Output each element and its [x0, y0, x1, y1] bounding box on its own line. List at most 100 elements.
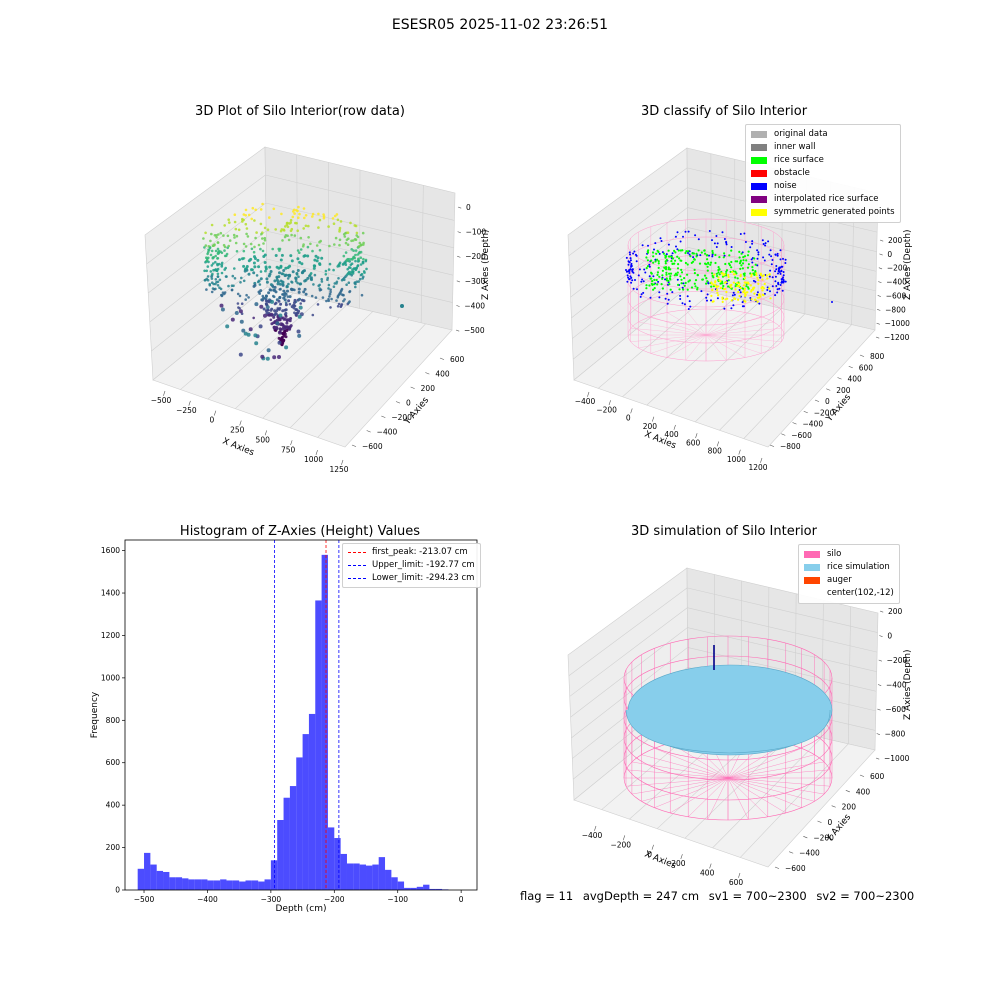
data-point	[237, 228, 241, 232]
histogram-bar	[283, 797, 290, 890]
legend-swatch	[751, 131, 767, 138]
ytick-label: −600	[362, 442, 383, 451]
data-point	[252, 316, 255, 320]
rice-point	[656, 271, 660, 274]
data-point	[358, 241, 362, 245]
data-point	[248, 327, 253, 332]
xtick-label: 1250	[329, 465, 348, 474]
silo-spoke	[727, 769, 831, 779]
rice-point	[681, 249, 684, 252]
rice-point	[683, 284, 686, 287]
data-point	[293, 301, 296, 305]
data-point	[312, 266, 316, 270]
data-point	[304, 224, 308, 228]
histogram-bar	[277, 820, 284, 890]
rice-side	[625, 709, 831, 754]
data-point	[247, 213, 251, 217]
data-point	[246, 332, 251, 337]
noise-point	[630, 276, 633, 279]
data-point	[337, 277, 340, 280]
data-point	[356, 235, 360, 239]
symmetric-point	[755, 272, 758, 275]
data-point	[282, 269, 286, 272]
data-point	[209, 253, 213, 257]
data-point	[259, 304, 264, 309]
data-point	[344, 263, 348, 267]
data-point	[262, 307, 266, 311]
data-point	[284, 266, 288, 270]
data-point	[298, 212, 301, 216]
xtick-mark	[264, 430, 267, 436]
data-point	[292, 208, 296, 212]
ytick-mark	[425, 372, 430, 375]
rice-point	[711, 251, 714, 255]
noise-point	[641, 244, 644, 247]
silo-spoke	[705, 316, 762, 336]
data-point	[344, 231, 347, 235]
legend-item: auger	[804, 574, 894, 587]
data-point	[216, 262, 219, 266]
silo-spoke	[707, 777, 729, 820]
noise-point	[776, 291, 779, 294]
xtick-mark	[630, 408, 633, 414]
data-point	[209, 239, 212, 243]
data-point	[353, 224, 357, 227]
noise-point	[644, 271, 647, 274]
data-point	[348, 270, 351, 274]
data-point	[249, 242, 253, 246]
noise-point	[687, 230, 690, 233]
silo-spoke	[727, 777, 786, 814]
symmetric-point	[749, 284, 752, 287]
data-point	[347, 281, 351, 285]
rice-point	[730, 266, 733, 269]
xtick-label: −500	[134, 895, 155, 904]
ytick-label: 1000	[101, 673, 120, 682]
data-point	[272, 207, 276, 211]
symmetric-point	[732, 273, 736, 276]
histogram-bar	[169, 877, 176, 890]
noise-point	[732, 291, 735, 294]
data-point	[206, 250, 210, 254]
rice-point	[690, 286, 694, 289]
symmetric-point	[719, 286, 722, 289]
silo-spoke	[666, 334, 707, 358]
rice-point	[653, 283, 656, 286]
panel2-yticks: −800 −600 −400 −200 0 200 400 600 800	[769, 352, 885, 451]
data-point	[306, 254, 310, 258]
ytick-label: 400	[435, 370, 450, 379]
data-point	[295, 272, 299, 275]
silo-spoke	[654, 748, 729, 779]
ytick-label: 200	[421, 384, 436, 393]
noise-point	[782, 278, 785, 281]
rice-point	[703, 274, 707, 277]
status-avg-depth: avgDepth = 247 cm	[582, 889, 700, 903]
data-point	[288, 325, 292, 329]
legend-swatch	[751, 196, 767, 203]
symmetric-point	[744, 292, 747, 296]
noise-point	[688, 300, 691, 303]
data-point	[357, 270, 361, 274]
gridline	[265, 174, 455, 221]
data-point	[303, 287, 307, 291]
legend-item: rice surface	[751, 154, 895, 167]
legend-label: rice simulation	[827, 562, 890, 572]
rice-point	[677, 263, 680, 266]
noise-point	[667, 298, 670, 301]
histogram-frame	[124, 539, 478, 891]
noise-point	[774, 253, 777, 256]
noise-point	[721, 231, 724, 234]
ytick-label: 400	[856, 787, 871, 796]
legend-label: symmetric generated points	[774, 207, 895, 217]
rice-point	[684, 251, 687, 255]
rice-point	[665, 255, 668, 258]
rice-point	[679, 259, 682, 262]
data-point	[268, 272, 272, 276]
data-point	[282, 296, 286, 300]
noise-point	[771, 276, 774, 279]
symmetric-point	[765, 274, 768, 277]
data-point	[269, 283, 273, 287]
data-point	[355, 231, 359, 235]
rice-point	[684, 261, 687, 265]
legend-label: interpolated rice surface	[774, 194, 879, 204]
silo-spoke	[631, 777, 729, 795]
